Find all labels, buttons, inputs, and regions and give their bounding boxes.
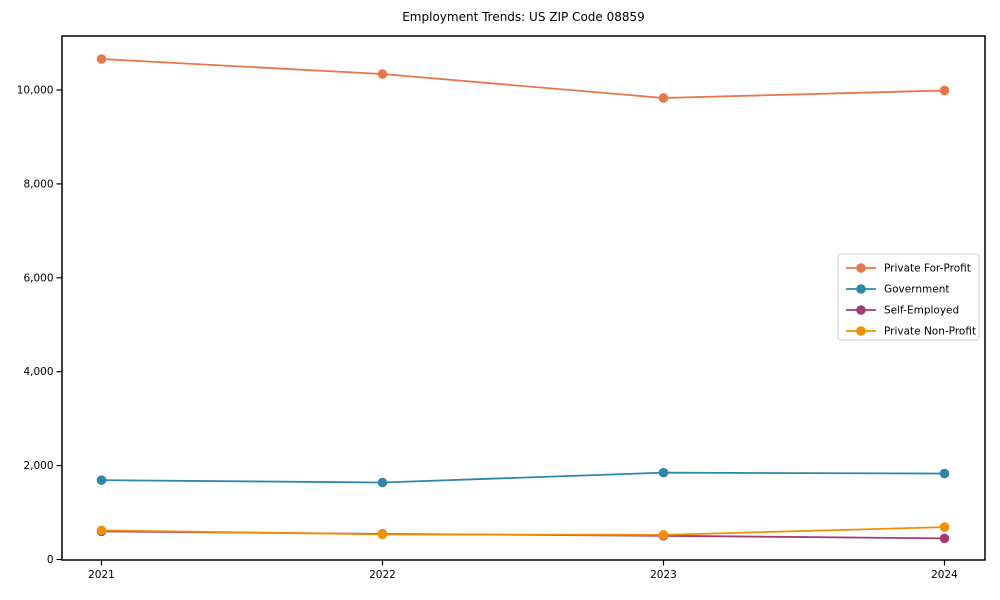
legend-marker-government — [856, 284, 866, 294]
y-tick-label: 8,000 — [23, 178, 53, 190]
data-point-private-non-profit — [939, 522, 950, 532]
x-tick-label: 2021 — [88, 569, 115, 581]
legend-label-private-for-profit: Private For-Profit — [884, 263, 971, 275]
data-point-government — [939, 468, 950, 479]
y-tick-label: 4,000 — [23, 366, 53, 378]
data-point-government — [96, 475, 107, 485]
legend-label-self-employed: Self-Employed — [884, 305, 959, 317]
legend-label-private-non-profit: Private Non-Profit — [884, 326, 976, 338]
y-tick-label: 0 — [47, 554, 54, 566]
data-point-self-employed — [939, 533, 950, 544]
legend-label-government: Government — [884, 284, 949, 296]
series-line-private-non-profit — [101, 526, 945, 536]
data-point-private-for-profit — [377, 69, 388, 79]
legend-marker-self-employed — [856, 305, 866, 315]
series-line-private-for-profit — [101, 58, 945, 99]
data-point-private-non-profit — [658, 530, 669, 540]
data-point-private-for-profit — [939, 85, 950, 96]
series-line-government — [101, 471, 945, 484]
y-tick-label: 10,000 — [17, 85, 54, 97]
x-tick-label: 2024 — [931, 569, 958, 581]
plot-border — [61, 35, 986, 561]
data-point-private-non-profit — [377, 529, 388, 540]
x-tick-label: 2022 — [369, 569, 396, 581]
y-tick-label: 2,000 — [23, 460, 53, 472]
data-point-private-for-profit — [96, 54, 107, 64]
chart-title: Employment Trends: US ZIP Code 08859 — [402, 10, 645, 24]
data-point-government — [377, 477, 388, 488]
data-point-government — [658, 467, 669, 478]
y-tick-label: 6,000 — [23, 272, 53, 284]
legend-box — [837, 253, 980, 341]
data-point-private-non-profit — [96, 525, 107, 536]
x-tick-label: 2023 — [650, 569, 677, 581]
data-point-private-for-profit — [658, 93, 669, 103]
legend-marker-private-non-profit — [856, 326, 866, 336]
legend-marker-private-for-profit — [856, 263, 866, 273]
